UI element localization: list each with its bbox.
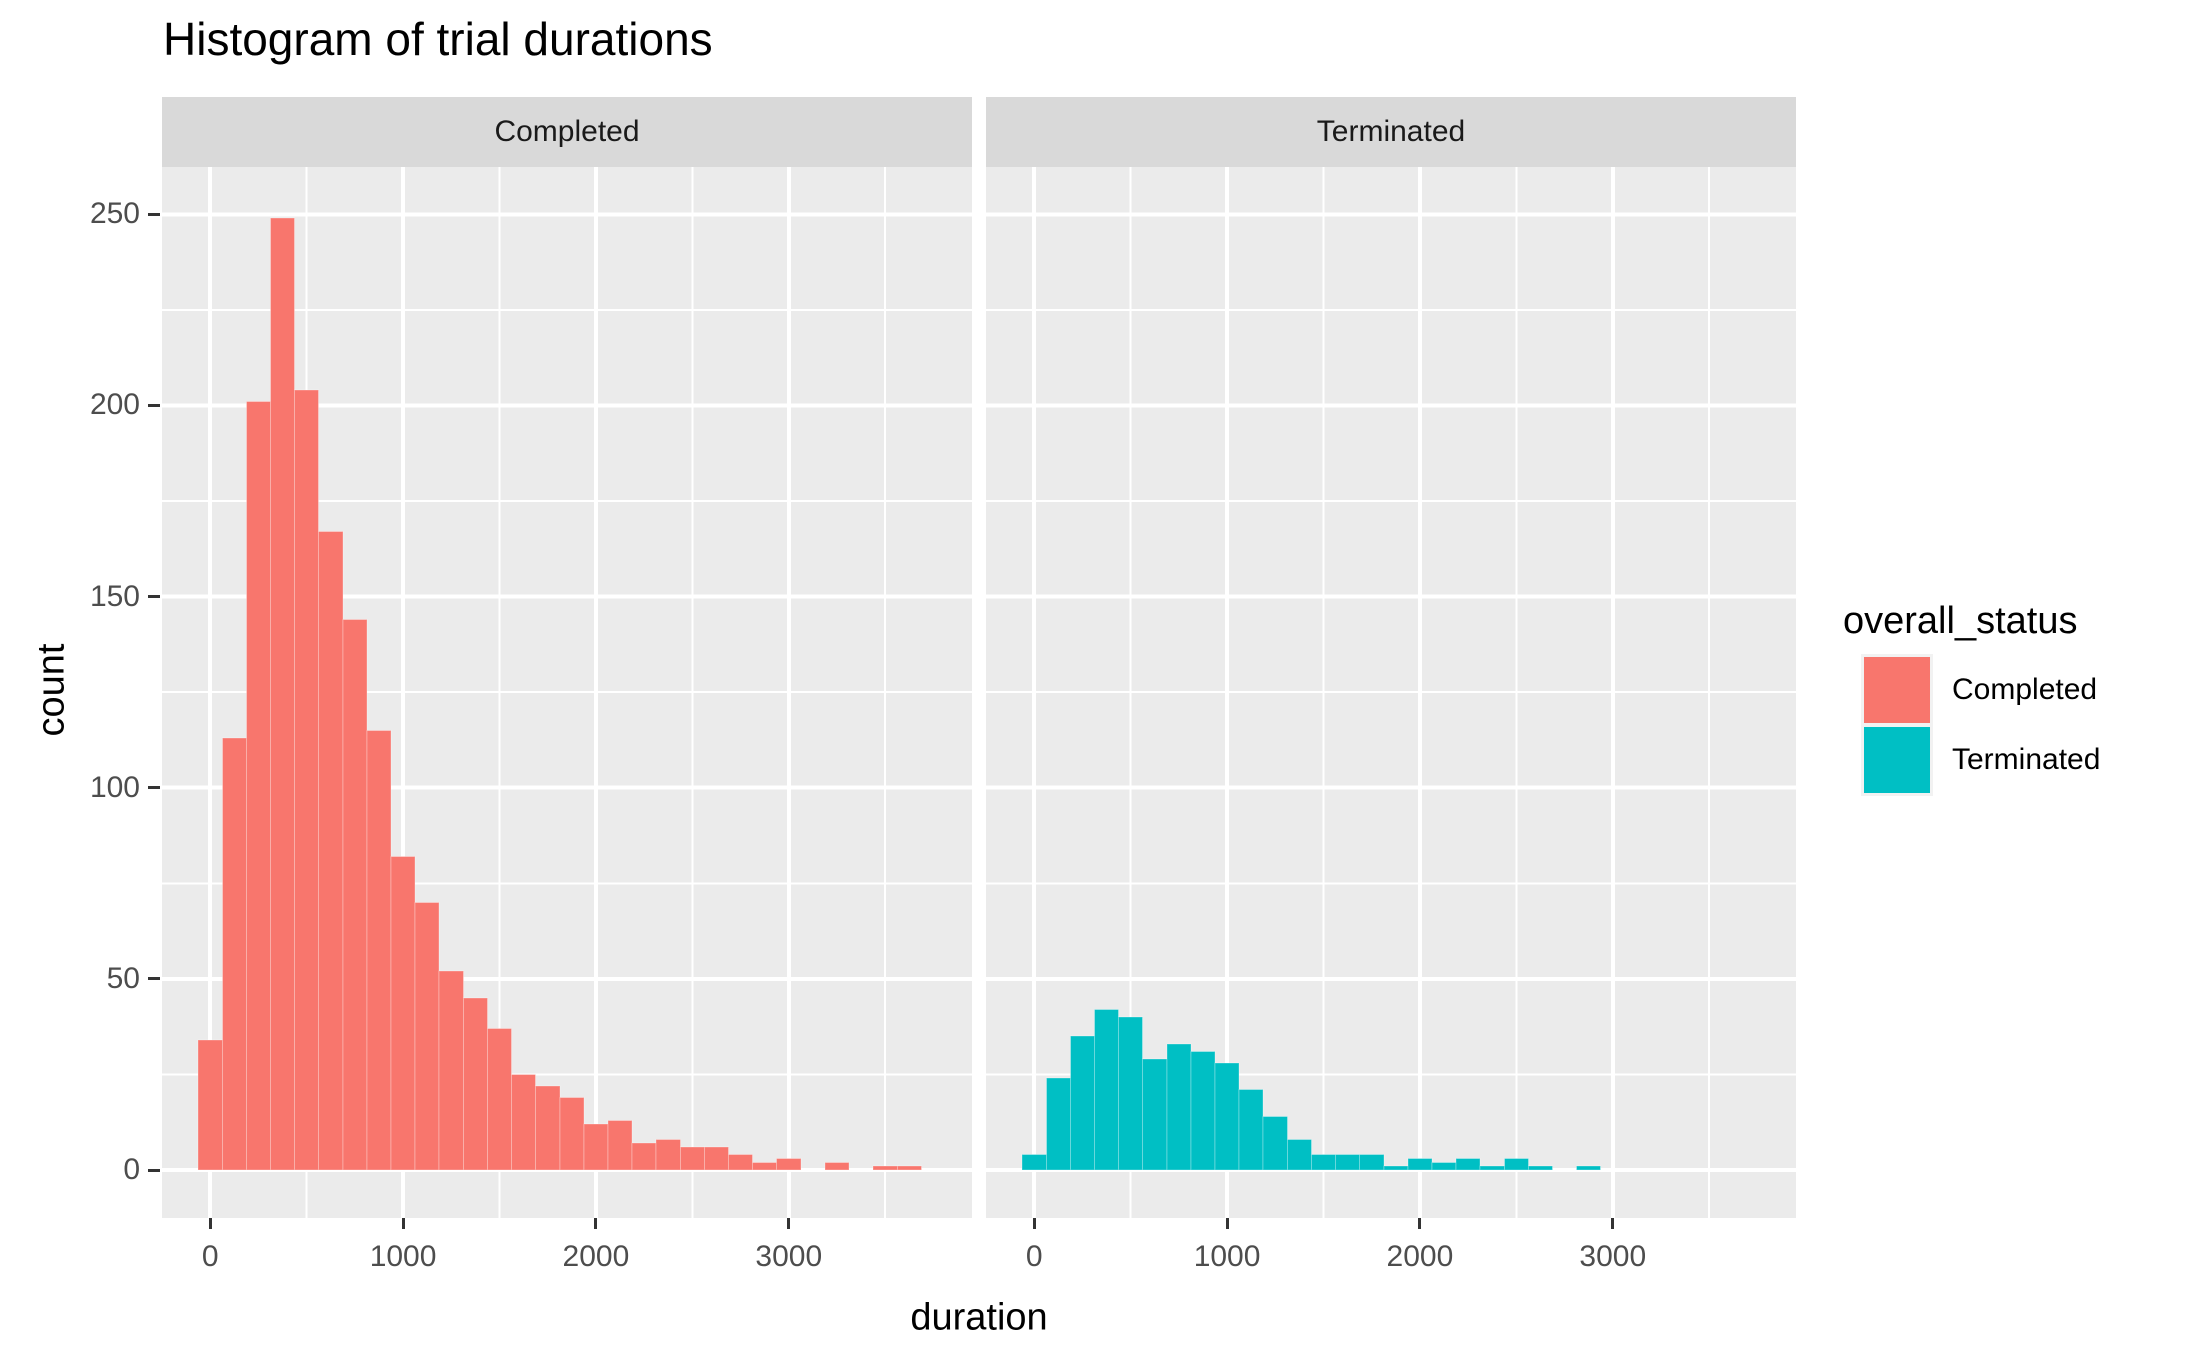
histogram-bar: [318, 531, 344, 1171]
y-tick-mark: [148, 977, 160, 981]
histogram-bar: [728, 1154, 754, 1171]
histogram-bar: [438, 970, 464, 1171]
histogram-bar: [776, 1158, 802, 1171]
histogram-bar: [1021, 1154, 1047, 1171]
x-tick-label: 0: [1025, 1240, 1043, 1273]
histogram-bar: [197, 1039, 223, 1171]
histogram-bar: [245, 401, 271, 1171]
histogram-bar: [824, 1161, 850, 1171]
x-tick-mark: [594, 1218, 598, 1229]
histogram-bar: [1576, 1165, 1602, 1171]
x-axis-title: duration: [910, 1296, 1048, 1339]
histogram-bar: [1527, 1165, 1554, 1171]
legend-key-label: Completed: [1952, 673, 2098, 706]
x-tick-mark: [208, 1218, 212, 1229]
y-tick-label: 0: [123, 1153, 140, 1186]
y-tick-mark: [148, 212, 160, 216]
histogram-bar: [1359, 1154, 1385, 1171]
histogram-panel-completed: [162, 167, 972, 1218]
histogram-bar: [559, 1096, 585, 1171]
histogram-bar: [390, 856, 416, 1171]
histogram-bar: [752, 1161, 778, 1171]
histogram-bar: [583, 1123, 609, 1171]
x-tick-label: 2000: [1386, 1240, 1454, 1273]
x-tick-mark: [787, 1218, 791, 1229]
histogram-bar: [1503, 1158, 1529, 1171]
histogram-bar: [1479, 1165, 1505, 1171]
legend-key-label: Terminated: [1952, 743, 2101, 776]
histogram-bar: [1166, 1043, 1192, 1171]
histogram-bar: [486, 1028, 513, 1171]
legend-key-swatch: [1864, 657, 1930, 723]
y-tick-label: 250: [89, 197, 140, 231]
histogram-bar: [703, 1146, 730, 1171]
facet-strip-label: Completed: [494, 115, 640, 148]
histogram-bar: [511, 1073, 537, 1171]
y-tick-mark: [148, 595, 160, 599]
histogram-bar: [1190, 1050, 1216, 1171]
y-tick-mark: [148, 786, 160, 790]
histogram-bar: [1407, 1158, 1433, 1171]
y-tick-label: 100: [89, 770, 140, 804]
y-axis-title: count: [30, 643, 73, 737]
x-tick-mark: [1225, 1218, 1229, 1229]
legend-key-swatch: [1864, 727, 1930, 793]
histogram-bar: [1118, 1016, 1144, 1171]
y-tick-mark: [148, 403, 160, 407]
x-tick-label: 3000: [1579, 1240, 1647, 1273]
histogram-bar: [1214, 1062, 1240, 1171]
histogram-bar: [462, 997, 488, 1171]
y-tick-label: 150: [89, 579, 140, 613]
plot-title: Histogram of trial durations: [163, 13, 713, 65]
facet-strip-label: Terminated: [1316, 115, 1466, 148]
histogram-panel-terminated: [986, 167, 1796, 1218]
histogram-bar: [631, 1142, 657, 1171]
histogram-bar: [221, 737, 247, 1171]
histogram-bar: [655, 1138, 681, 1171]
x-tick-mark: [1032, 1218, 1036, 1229]
x-tick-label: 2000: [562, 1240, 630, 1273]
histogram-bar: [607, 1119, 633, 1171]
x-tick-label: 1000: [1193, 1240, 1261, 1273]
histogram-bar: [679, 1146, 705, 1171]
histogram-bar: [896, 1165, 922, 1171]
histogram-bar: [535, 1085, 561, 1171]
histogram-bar: [1335, 1154, 1361, 1171]
histogram-bar: [1383, 1165, 1409, 1171]
x-tick-mark: [401, 1218, 405, 1229]
y-tick-mark: [148, 1168, 160, 1172]
histogram-bar: [1455, 1158, 1481, 1171]
histogram-bar: [1310, 1154, 1337, 1171]
histogram-bar: [1093, 1008, 1120, 1171]
y-tick-label: 200: [89, 388, 140, 422]
x-tick-label: 1000: [369, 1240, 437, 1273]
y-tick-label: 50: [106, 961, 140, 995]
histogram-bar: [269, 217, 296, 1171]
histogram-bar: [1045, 1077, 1071, 1171]
facet-strip-completed: Completed: [162, 97, 972, 167]
histogram-bar: [366, 729, 392, 1171]
legend-title: overall_status: [1843, 600, 2078, 642]
histogram-bar: [1069, 1035, 1095, 1171]
histogram-bar: [872, 1165, 898, 1171]
histogram-bar: [294, 389, 320, 1171]
x-tick-mark: [1611, 1218, 1615, 1229]
facet-strip-terminated: Terminated: [986, 97, 1796, 167]
x-tick-label: 0: [201, 1240, 219, 1273]
histogram-bar: [1238, 1089, 1264, 1171]
histogram-bar: [1431, 1161, 1457, 1171]
histogram-bar: [1286, 1138, 1312, 1171]
x-tick-mark: [1418, 1218, 1422, 1229]
histogram-bar: [414, 901, 440, 1171]
histogram-bar: [342, 618, 368, 1171]
histogram-bar: [1142, 1058, 1168, 1171]
x-tick-label: 3000: [755, 1240, 823, 1273]
histogram-bar: [1262, 1115, 1288, 1171]
